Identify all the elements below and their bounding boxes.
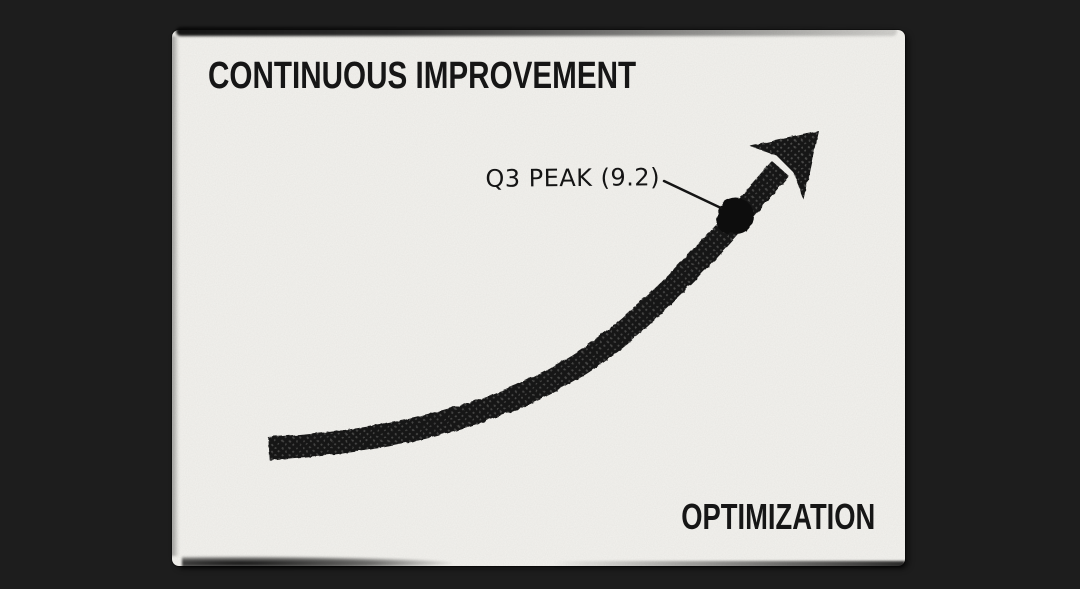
- annotation-leader-line: [662, 179, 723, 210]
- arrowhead-halftone-overlay: [749, 130, 818, 199]
- poster-card: CONTINUOUS IMPROVEMENT Q3 PEAK (9.2) OPT…: [171, 27, 905, 569]
- footer-label: OPTIMIZATION: [680, 496, 875, 537]
- peak-dot-blob: [716, 209, 740, 233]
- paper-grain-texture: [172, 30, 905, 566]
- peak-annotation-label: Q3 PEAK (9.2): [485, 163, 661, 193]
- page-title: CONTINUOUS IMPROVEMENT: [208, 55, 637, 97]
- growth-chart-svg: [172, 30, 905, 566]
